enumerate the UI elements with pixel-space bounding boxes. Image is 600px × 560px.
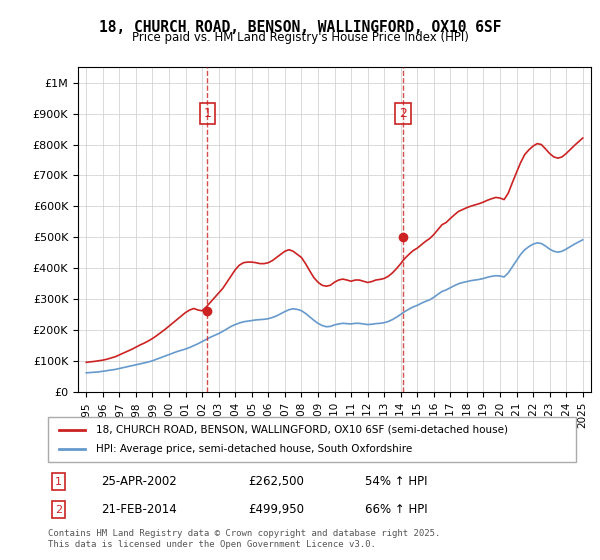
Text: 2: 2 xyxy=(399,107,407,120)
Text: 54% ↑ HPI: 54% ↑ HPI xyxy=(365,475,427,488)
Text: 25-APR-2002: 25-APR-2002 xyxy=(101,475,176,488)
Text: 1: 1 xyxy=(203,107,211,120)
Text: 18, CHURCH ROAD, BENSON, WALLINGFORD, OX10 6SF (semi-detached house): 18, CHURCH ROAD, BENSON, WALLINGFORD, OX… xyxy=(95,424,508,435)
Text: 18, CHURCH ROAD, BENSON, WALLINGFORD, OX10 6SF: 18, CHURCH ROAD, BENSON, WALLINGFORD, OX… xyxy=(99,20,501,35)
Text: 1: 1 xyxy=(55,477,62,487)
FancyBboxPatch shape xyxy=(48,417,576,462)
Text: £262,500: £262,500 xyxy=(248,475,305,488)
Text: Price paid vs. HM Land Registry's House Price Index (HPI): Price paid vs. HM Land Registry's House … xyxy=(131,31,469,44)
Text: 21-FEB-2014: 21-FEB-2014 xyxy=(101,503,176,516)
Text: £499,950: £499,950 xyxy=(248,503,305,516)
Text: 2: 2 xyxy=(55,505,62,515)
Text: Contains HM Land Registry data © Crown copyright and database right 2025.
This d: Contains HM Land Registry data © Crown c… xyxy=(48,529,440,549)
Text: 66% ↑ HPI: 66% ↑ HPI xyxy=(365,503,427,516)
Text: HPI: Average price, semi-detached house, South Oxfordshire: HPI: Average price, semi-detached house,… xyxy=(95,445,412,455)
